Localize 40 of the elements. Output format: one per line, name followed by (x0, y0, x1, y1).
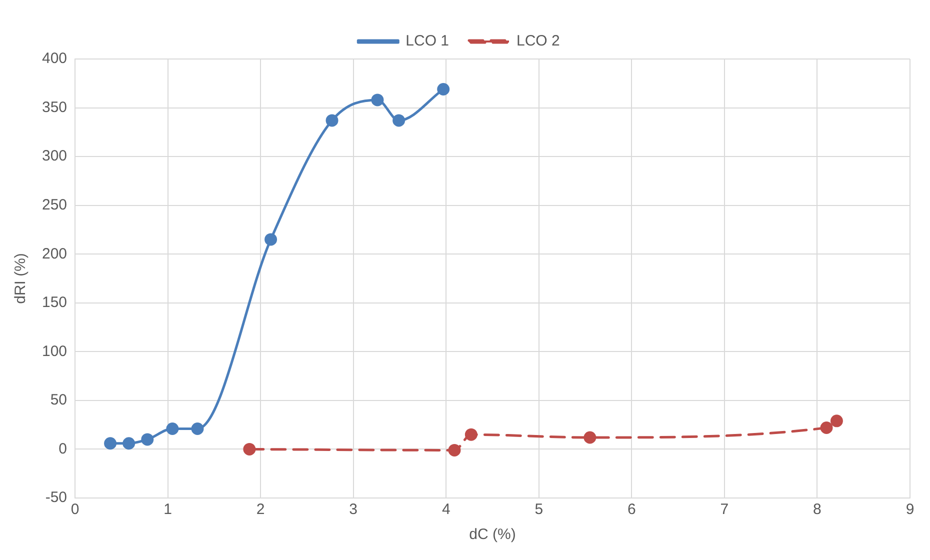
x-tick-label: 3 (349, 501, 358, 518)
x-tick-label: 5 (534, 501, 544, 518)
legend-label: LCO 1 (406, 32, 450, 50)
legend-label: LCO 2 (516, 32, 560, 50)
point (141, 433, 154, 446)
x-tick-label: 8 (813, 501, 822, 518)
y-tick-label: 400 (42, 50, 68, 68)
point (437, 82, 450, 96)
point (166, 422, 179, 435)
point (830, 414, 843, 428)
point (371, 94, 384, 106)
y-axis-title: dRI (%) (12, 253, 30, 304)
point (264, 233, 278, 246)
x-axis-title: dC (%) (469, 526, 516, 544)
point (448, 444, 461, 456)
x-tick-label: 0 (70, 501, 80, 518)
y-tick-label: 150 (42, 294, 68, 312)
y-tick-label: 0 (58, 440, 68, 458)
y-tick-label: 250 (42, 196, 68, 214)
y-tick-label: 200 (42, 245, 68, 262)
y-tick-label: -50 (45, 489, 68, 506)
point (243, 442, 256, 456)
point (820, 422, 833, 434)
point (122, 437, 136, 450)
point (392, 114, 406, 127)
x-tick-label: 2 (256, 501, 265, 518)
x-tick-label: 6 (628, 501, 636, 518)
point (104, 437, 117, 450)
y-tick-label: 100 (42, 342, 68, 360)
x-tick-label: 9 (906, 501, 914, 518)
x-tick-label: 7 (720, 501, 729, 518)
y-tick-label: 50 (50, 392, 68, 409)
point (584, 431, 596, 444)
point (464, 428, 478, 441)
x-tick-label: 4 (442, 501, 450, 518)
point (326, 114, 338, 127)
x-tick-label: 1 (164, 501, 172, 518)
point (191, 422, 204, 435)
y-tick-label: 350 (42, 98, 68, 116)
y-tick-label: 300 (42, 148, 68, 165)
